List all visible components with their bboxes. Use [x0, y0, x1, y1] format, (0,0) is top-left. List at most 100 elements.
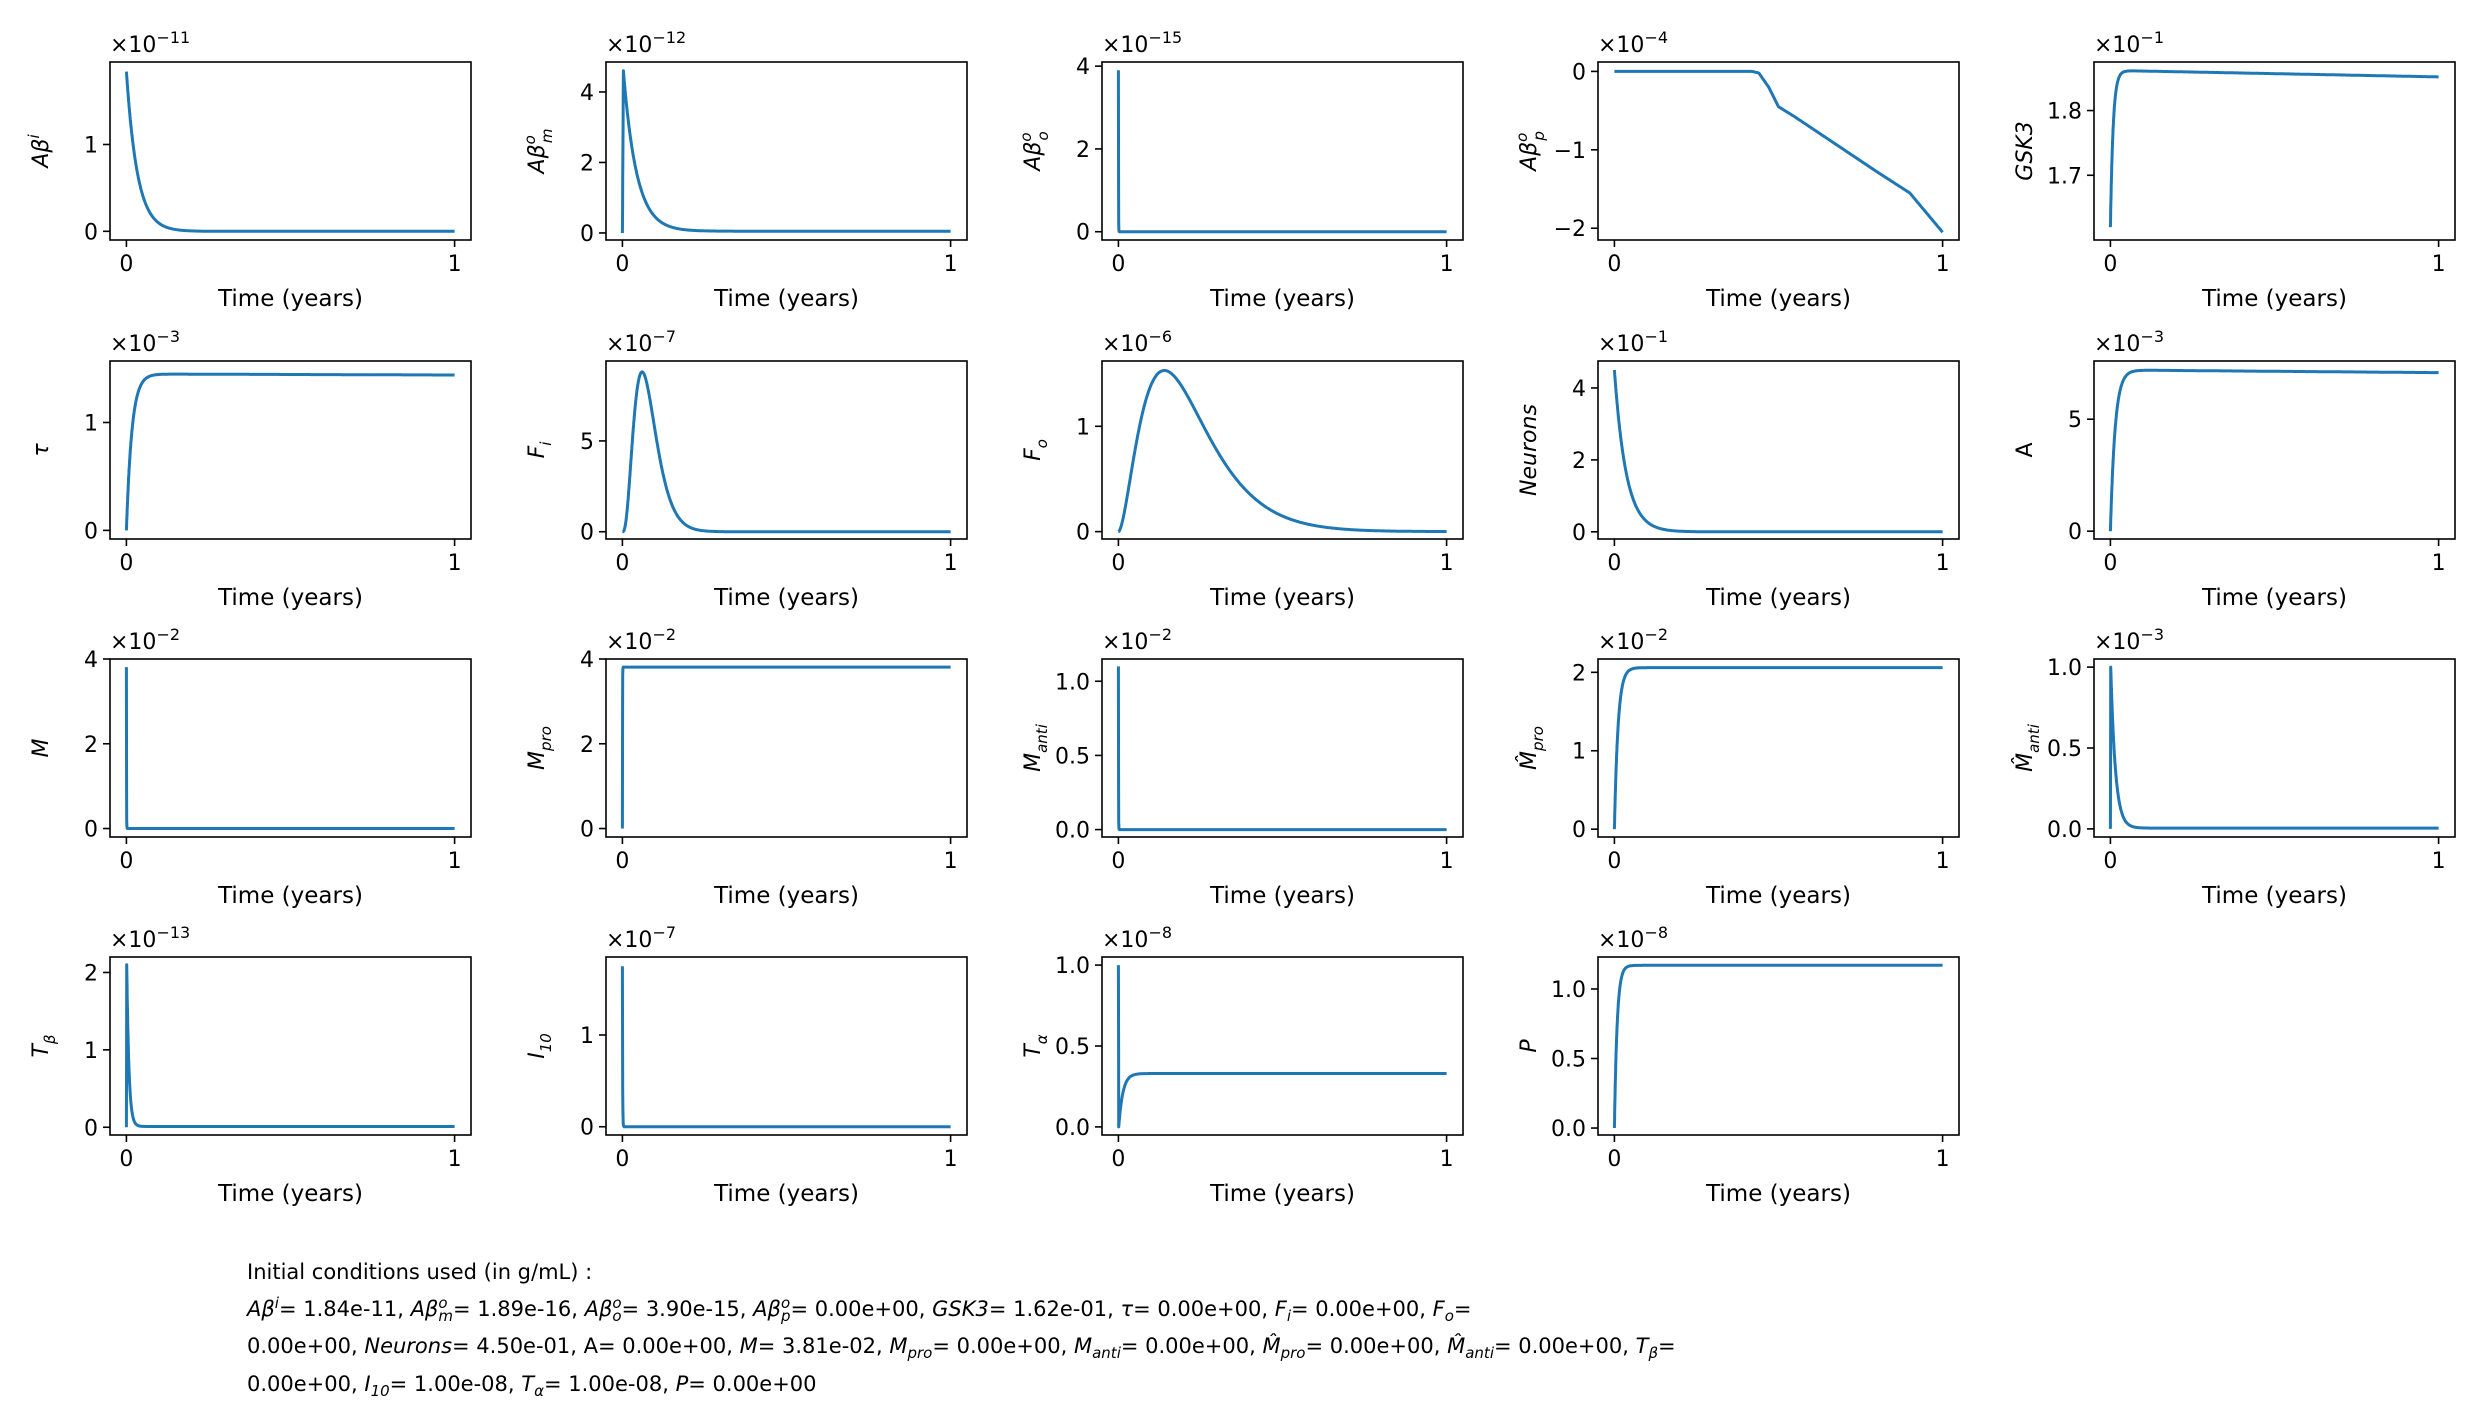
subplot-3: 0 1 −2 −1 0 ×10−4 Time (years) Aβop — [1513, 28, 1960, 312]
y-tick-label: 1.0 — [1055, 954, 1090, 979]
x-axis-label: Time (years) — [713, 286, 859, 312]
subplot-1: 0 1 0 2 4 ×10−12 Time (years) Aβom — [521, 28, 968, 312]
axis-offset-label: ×10−3 — [2094, 625, 2164, 655]
y-tick-label: 0 — [2068, 520, 2082, 545]
y-tick-label: 0 — [580, 1116, 594, 1141]
series-line — [1612, 963, 1944, 1129]
x-tick-label: 0 — [2103, 252, 2117, 277]
y-axis-label: Aβi — [25, 134, 54, 170]
y-tick-label: 1 — [84, 411, 98, 436]
y-tick-label: 1.0 — [1551, 978, 1586, 1003]
x-tick-label: 0 — [1607, 849, 1621, 874]
x-tick-label: 1 — [448, 252, 462, 277]
y-tick-label: 4 — [1076, 55, 1090, 80]
y-tick-label: 0 — [1572, 818, 1586, 843]
subplot-9: 0 1 0 5 ×10−3 Time (years) A — [2013, 327, 2456, 611]
y-tick-label: −1 — [1554, 139, 1586, 164]
y-axis-label: M̂anti — [2012, 723, 2043, 772]
caption-line-3: 0.00e+00, I10= 1.00e-08, Tα= 1.00e-08, P… — [247, 1372, 817, 1401]
y-tick-label: 0.5 — [1055, 1035, 1090, 1060]
axis-offset-label: ×10−7 — [606, 923, 676, 953]
axis-offset-label: ×10−1 — [1598, 327, 1668, 357]
axis-offset-label: ×10−2 — [1598, 625, 1668, 655]
x-tick-label: 1 — [2432, 551, 2446, 576]
x-tick-label: 1 — [1440, 551, 1454, 576]
series-line — [2108, 665, 2440, 830]
x-tick-label: 0 — [615, 1147, 629, 1172]
y-tick-label: 1 — [1076, 415, 1090, 440]
x-tick-label: 0 — [615, 551, 629, 576]
axes-frame — [605, 360, 968, 540]
x-tick-label: 0 — [1607, 1147, 1621, 1172]
axes-frame — [2093, 360, 2456, 540]
y-tick-label: 2 — [1572, 661, 1586, 686]
y-tick-label: 0 — [1572, 521, 1586, 546]
x-axis-label: Time (years) — [217, 1181, 363, 1207]
y-axis-label: Mpro — [525, 726, 555, 770]
y-tick-label: 0 — [580, 521, 594, 546]
y-tick-label: 0.0 — [1055, 819, 1090, 844]
x-axis-label: Time (years) — [2201, 883, 2347, 909]
y-axis-label: A — [2013, 442, 2038, 457]
y-axis-label: Manti — [1021, 723, 1051, 772]
series-line — [1612, 369, 1944, 534]
y-tick-label: 4 — [84, 648, 98, 673]
y-axis-label: Tβ — [29, 1034, 59, 1057]
series-line — [1116, 70, 1448, 234]
series-line — [124, 963, 456, 1128]
x-tick-label: 0 — [615, 252, 629, 277]
x-tick-label: 0 — [2103, 849, 2117, 874]
x-axis-label: Time (years) — [1209, 1181, 1355, 1207]
x-tick-label: 1 — [1440, 252, 1454, 277]
axis-offset-label: ×10−12 — [606, 28, 686, 58]
y-tick-label: 1.0 — [1055, 670, 1090, 695]
y-tick-label: 0 — [84, 220, 98, 245]
subplot-16: 0 1 0 1 ×10−7 Time (years) I10 — [525, 923, 968, 1207]
x-tick-label: 1 — [1936, 849, 1950, 874]
series-line — [621, 370, 952, 534]
x-tick-label: 1 — [448, 849, 462, 874]
subplot-7: 0 1 0 1 ×10−6 Time (years) Fo — [1021, 327, 1464, 611]
axes-frame — [1597, 658, 1960, 838]
x-tick-label: 0 — [1111, 1147, 1125, 1172]
x-tick-label: 0 — [119, 1147, 133, 1172]
y-tick-label: 4 — [1572, 377, 1586, 402]
y-tick-label: −2 — [1554, 217, 1586, 242]
y-tick-label: 0 — [580, 222, 594, 247]
x-tick-label: 1 — [1440, 849, 1454, 874]
x-tick-label: 1 — [1936, 1147, 1950, 1172]
x-tick-label: 1 — [1440, 1147, 1454, 1172]
x-tick-label: 1 — [944, 252, 958, 277]
x-tick-label: 1 — [1936, 551, 1950, 576]
y-tick-label: 0 — [84, 1116, 98, 1141]
x-tick-label: 0 — [1111, 252, 1125, 277]
y-tick-label: 0 — [84, 818, 98, 843]
x-axis-label: Time (years) — [713, 883, 859, 909]
y-axis-label: Fo — [1021, 439, 1051, 461]
series-line — [1116, 666, 1448, 832]
axes-frame — [1597, 61, 1960, 241]
series-line — [1116, 965, 1448, 1129]
axes-frame — [109, 360, 472, 540]
axis-offset-label: ×10−2 — [1102, 625, 1172, 655]
y-tick-label: 1.8 — [2047, 100, 2082, 125]
y-axis-label: Aβom — [521, 129, 556, 176]
axis-offset-label: ×10−7 — [606, 327, 676, 357]
y-axis-label: I10 — [525, 1033, 555, 1059]
x-tick-label: 0 — [615, 849, 629, 874]
subplot-11: 0 1 0 2 4 ×10−2 Time (years) Mpro — [525, 625, 968, 909]
axis-offset-label: ×10−6 — [1102, 327, 1172, 357]
x-tick-label: 1 — [944, 849, 958, 874]
axes-frame — [109, 658, 472, 838]
y-tick-label: 2 — [84, 961, 98, 986]
x-axis-label: Time (years) — [1705, 883, 1851, 909]
axes-frame — [1101, 658, 1464, 838]
series-line — [620, 69, 952, 234]
y-tick-label: 0 — [1572, 60, 1586, 85]
y-tick-label: 0.5 — [2047, 737, 2082, 762]
subplot-6: 0 1 0 5 ×10−7 Time (years) Fi — [525, 327, 968, 611]
series-line — [1612, 666, 1944, 830]
series-line — [620, 665, 952, 829]
x-tick-label: 0 — [1607, 551, 1621, 576]
